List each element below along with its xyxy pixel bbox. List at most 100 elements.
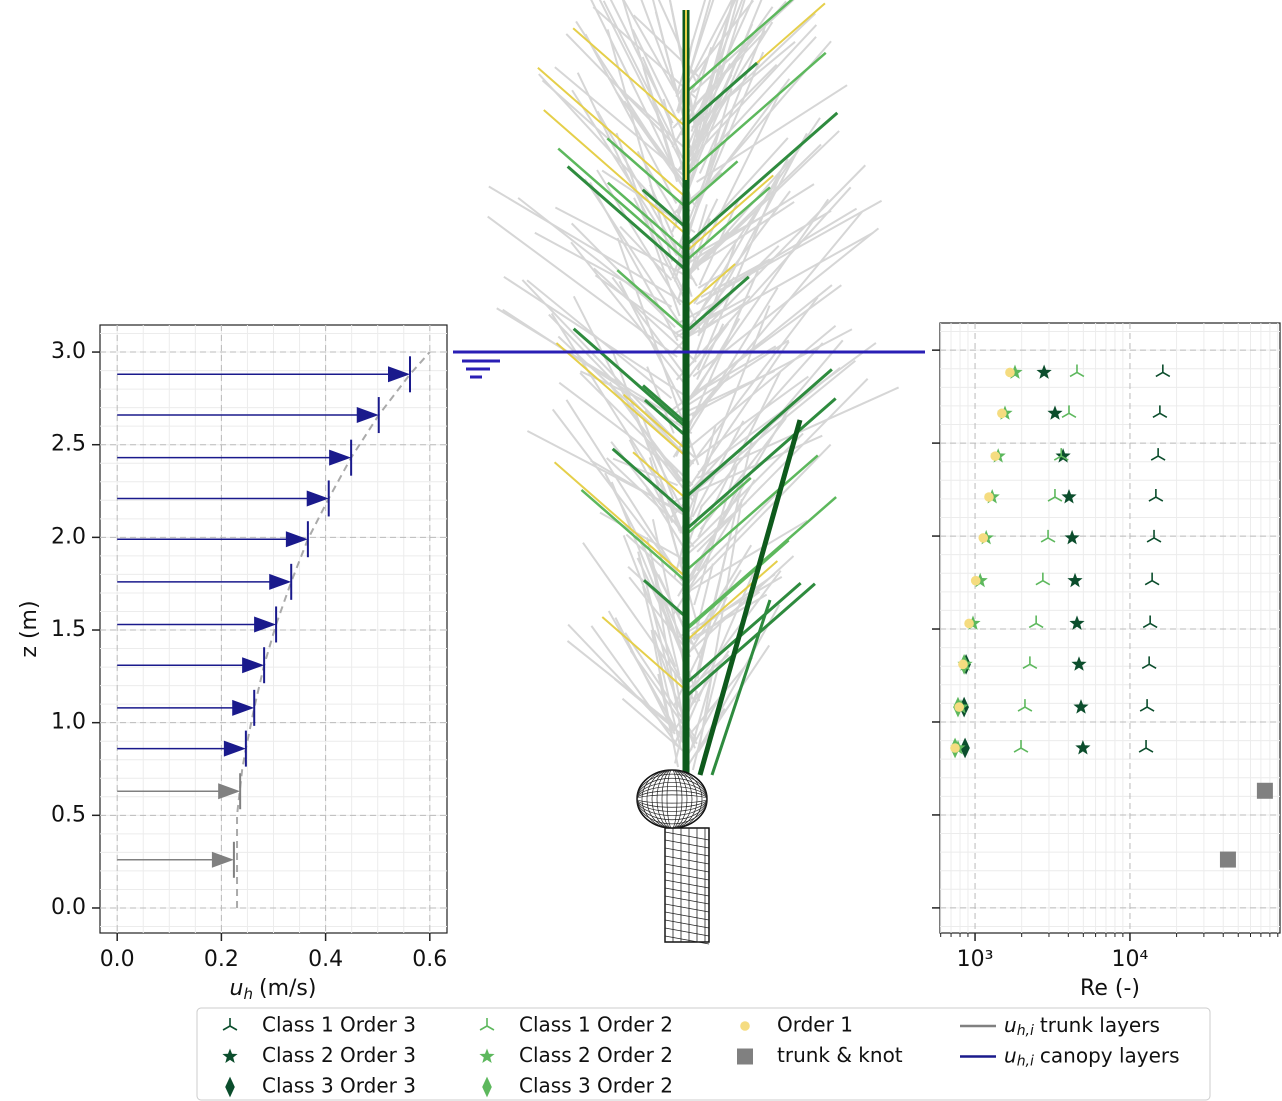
right-axes-frame [939, 322, 1281, 934]
branch [672, 287, 779, 458]
branch [687, 570, 782, 695]
legend-label: Class 2 Order 3 [262, 1043, 416, 1067]
branch [584, 178, 688, 335]
branch [697, 158, 789, 317]
tri-marker [1150, 448, 1166, 461]
diamond-marker [225, 1076, 235, 1098]
star-marker [1061, 489, 1077, 504]
velocity-arrow [117, 480, 330, 517]
legend-label: Class 1 Order 3 [262, 1013, 416, 1037]
x-label-subscript: h [243, 985, 253, 1003]
velocity-arrow [117, 647, 266, 684]
branch [691, 41, 796, 129]
tri-marker [1061, 405, 1077, 419]
star-marker [479, 1048, 495, 1063]
arrow-head [232, 699, 255, 716]
branch [551, 408, 680, 577]
branch [697, 132, 808, 337]
mesh-line [664, 831, 710, 841]
trunk-mesh [664, 827, 710, 943]
mesh-line [664, 927, 710, 937]
branch [622, 0, 676, 91]
branch [642, 585, 682, 750]
x-tick-label: 0.4 [308, 947, 343, 972]
mesh-line [664, 919, 710, 929]
star-marker [1069, 615, 1085, 630]
branch [579, 372, 694, 486]
circle-marker [997, 408, 1007, 419]
branch [609, 0, 674, 124]
branch [487, 215, 678, 358]
branch [642, 419, 675, 500]
branch [606, 457, 676, 523]
arrow-head [242, 657, 265, 674]
y-tick-label: 1.5 [51, 617, 86, 642]
arrow-head [329, 449, 352, 466]
mesh-line [664, 839, 710, 849]
highlight-branch [685, 0, 794, 94]
legend-box [196, 1007, 1211, 1101]
mesh-line [664, 911, 710, 921]
tri-marker [1141, 656, 1157, 670]
arrow-head [306, 490, 329, 507]
x-tick-label: 0.2 [204, 947, 239, 972]
square-marker [737, 1048, 753, 1065]
highlight-branch [566, 165, 687, 272]
y-tick-label: 2.5 [51, 432, 86, 457]
highlight-branch [607, 181, 687, 252]
branch [685, 493, 777, 586]
branch [572, 295, 683, 510]
branch [582, 542, 697, 703]
highlight-branch [537, 66, 687, 199]
velocity-arrow [117, 521, 309, 558]
x-label-symbol: u [230, 976, 244, 1001]
tri-marker [1017, 699, 1033, 712]
legend-label: trunk & knot [777, 1043, 903, 1067]
third-stem [710, 599, 772, 776]
highlight-branch [685, 560, 779, 642]
highlight-branch [632, 451, 687, 500]
branch [676, 204, 708, 303]
highlight-branch [685, 582, 816, 698]
circle-marker [970, 575, 981, 586]
arrow-head [211, 851, 234, 868]
x-tick-label: 0.0 [100, 947, 135, 972]
branch [690, 0, 735, 161]
branch [610, 385, 696, 499]
tri-marker [479, 1018, 495, 1031]
branch [554, 206, 695, 281]
branch [657, 0, 697, 83]
x-tick-label: 10⁴ [1112, 947, 1149, 972]
tri-marker [1013, 740, 1029, 753]
legend-text: canopy layers [1040, 1043, 1180, 1067]
star-marker [1055, 448, 1071, 463]
branch [654, 11, 683, 113]
highlight-branch [685, 186, 771, 262]
legend-label: uh,i trunk layers [1004, 1013, 1160, 1040]
branch [521, 279, 673, 437]
star-marker [222, 1048, 238, 1063]
branch [687, 0, 737, 99]
branch [698, 499, 743, 747]
tri-marker [1148, 489, 1164, 502]
branch [698, 199, 883, 304]
branch [685, 284, 833, 403]
arrow-head [356, 407, 379, 424]
circle-marker [984, 492, 994, 502]
branch [696, 84, 848, 183]
legend-text: trunk layers [1040, 1013, 1160, 1037]
branch [699, 36, 753, 156]
branch [696, 482, 741, 572]
tri-marker [1040, 529, 1056, 543]
branch [696, 174, 782, 371]
branch [671, 284, 842, 411]
square-marker [1219, 851, 1236, 868]
highlight-branch [685, 476, 752, 536]
branch [687, 359, 856, 498]
highlight-branch [685, 61, 758, 127]
branch [668, 0, 699, 134]
mesh-line [664, 871, 710, 881]
legend-label: Class 2 Order 2 [519, 1043, 673, 1067]
highlight-branch [643, 398, 687, 438]
